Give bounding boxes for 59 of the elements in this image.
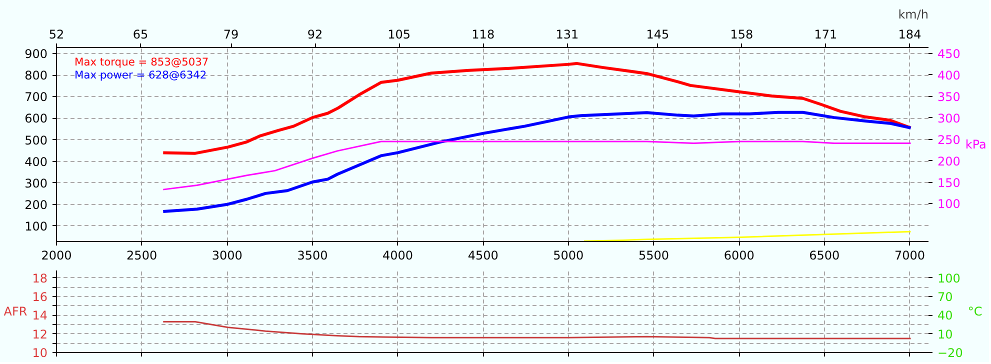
y-tick-label: 300	[24, 176, 48, 190]
x-tick-label: 7000	[894, 248, 926, 262]
x2-tick-label: 184	[898, 28, 922, 42]
y2-tick-label: 40	[938, 308, 953, 323]
x2-tick-label: 131	[556, 28, 579, 42]
y2-tick-label: 100	[938, 197, 960, 212]
y2-tick-label: 70	[938, 290, 953, 304]
y-tick-label: 18	[32, 271, 48, 286]
y2-tick-label: −20	[938, 346, 963, 360]
y-tick-label: 900	[24, 47, 48, 62]
x2-tick-label: 105	[388, 28, 411, 42]
y-tick-label: 600	[24, 112, 48, 126]
y-tick-label: 10	[32, 346, 48, 360]
y2-axis-title: kPa	[965, 138, 986, 152]
y-tick-label: 400	[24, 154, 48, 169]
y2-tick-label: 150	[938, 176, 960, 190]
x-tick-label: 6500	[809, 248, 840, 262]
y2-tick-label: 400	[938, 68, 960, 82]
line-series	[162, 140, 912, 190]
y-tick-label: 14	[32, 308, 48, 323]
x-tick-label: 5000	[553, 248, 584, 262]
x2-tick-label: 52	[48, 28, 64, 42]
x-tick-label: 5500	[638, 248, 670, 262]
y2-tick-label: 250	[938, 132, 960, 147]
x-tick-label: 4500	[468, 248, 498, 262]
line-series	[583, 230, 912, 242]
x2-tick-label: 145	[646, 28, 670, 42]
line-series	[162, 321, 912, 340]
y2-tick-label: 100	[938, 271, 960, 286]
y-tick-label: 100	[24, 219, 48, 234]
x-tick-label: 2500	[126, 248, 158, 262]
x2-tick-label: 92	[307, 28, 323, 42]
y-tick-label: 200	[24, 198, 48, 212]
x2-tick-label: 65	[132, 28, 148, 42]
y2-tick-label: 10	[938, 327, 953, 342]
y2-tick-label: 350	[938, 90, 960, 104]
x-tick-label: 2000	[41, 248, 72, 262]
x2-tick-label: 118	[472, 28, 495, 42]
x2-axis-title: km/h	[898, 8, 929, 22]
x-tick-label: 4000	[382, 248, 414, 262]
y2-tick-label: 200	[938, 154, 960, 168]
x2-tick-label: 158	[730, 28, 754, 42]
y2-axis-title: °C	[968, 304, 982, 318]
x-tick-label: 6000	[724, 248, 754, 262]
y-axis-title: AFR	[4, 304, 28, 318]
y-tick-label: 12	[32, 327, 48, 342]
y2-tick-label: 450	[938, 47, 960, 62]
y-tick-label: 800	[24, 68, 48, 83]
annotation: Max power = 628@6342	[74, 68, 207, 82]
x2-tick-label: 171	[814, 28, 838, 42]
annotation: Max torque = 853@5037	[74, 56, 209, 68]
y-tick-label: 500	[24, 133, 48, 148]
y-tick-label: 700	[24, 90, 48, 104]
y2-tick-label: 300	[938, 111, 960, 126]
x-tick-label: 3500	[297, 248, 328, 262]
y-tick-label: 16	[32, 290, 48, 304]
x-tick-label: 3000	[212, 248, 242, 262]
line-series	[162, 110, 912, 214]
x2-tick-label: 79	[223, 28, 239, 42]
